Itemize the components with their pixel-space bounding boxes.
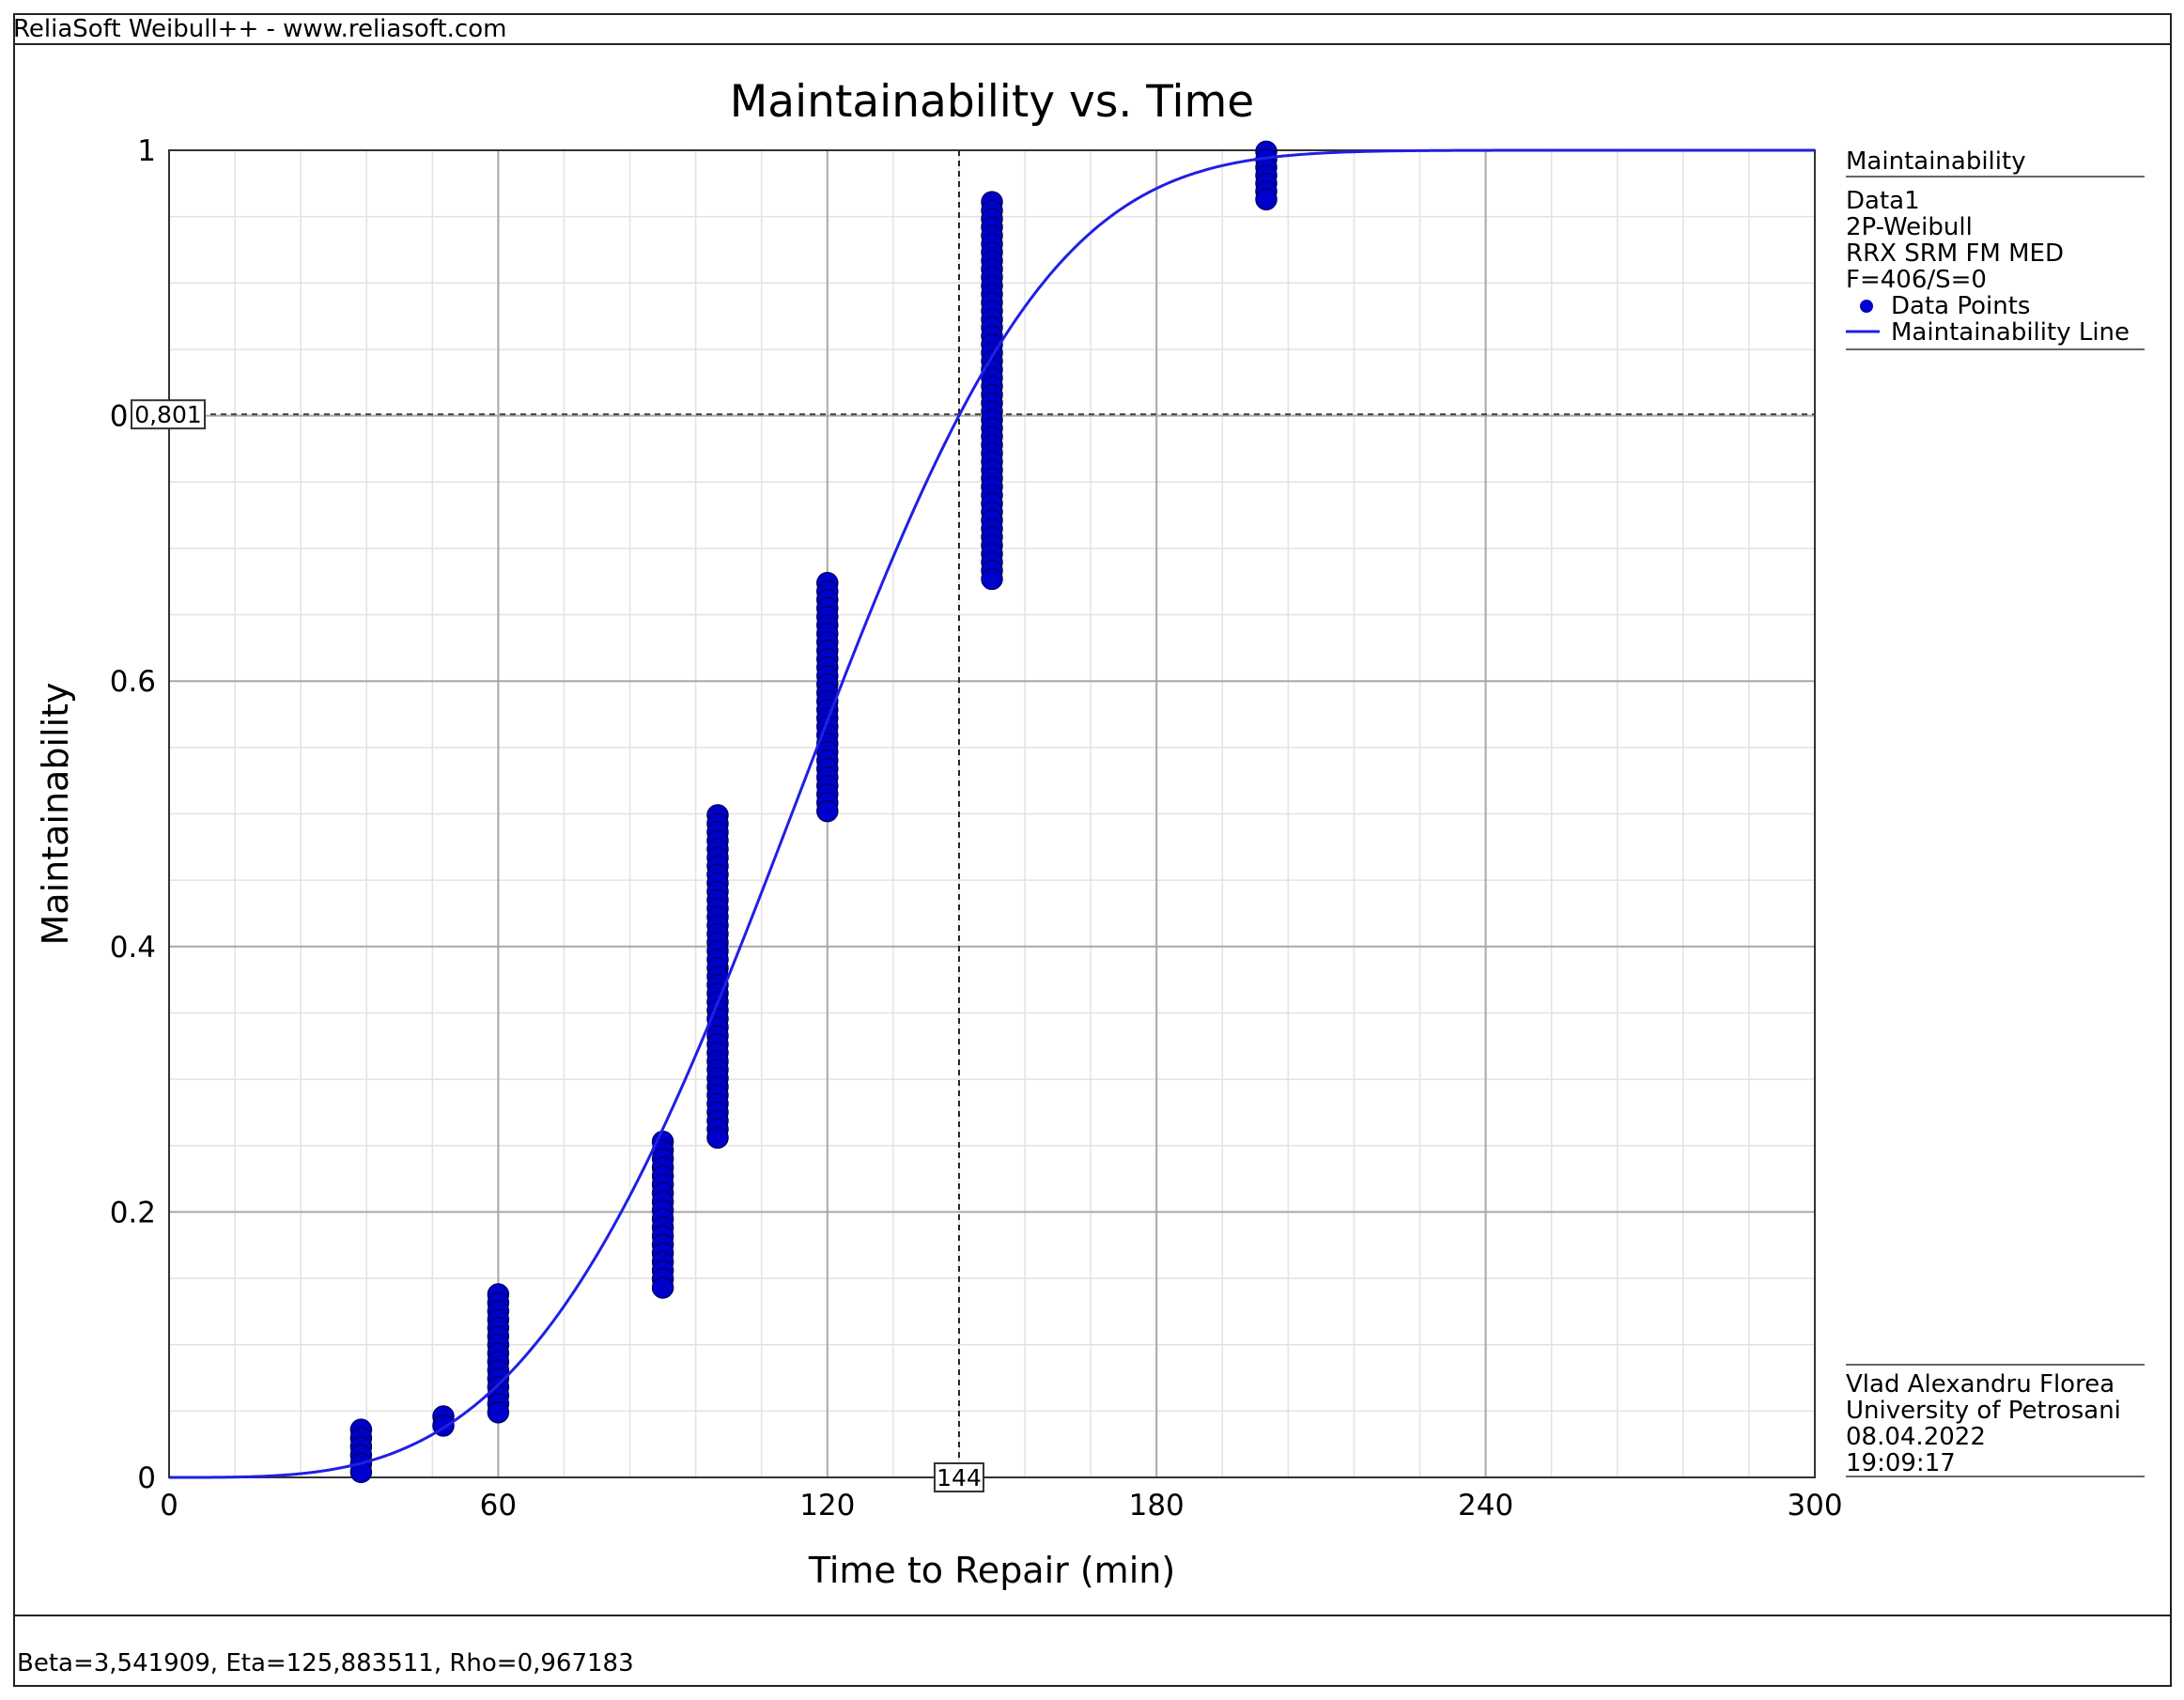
data-point — [816, 799, 839, 823]
author-university: University of Petrosani — [1846, 1397, 2121, 1425]
report-date: 08.04.2022 — [1846, 1423, 1986, 1451]
legend-line: F=406/S=0 — [1846, 266, 1987, 294]
parameters-status: Beta=3,541909, Eta=125,883511, Rho=0,967… — [17, 1649, 634, 1677]
legend-header: Maintainability — [1846, 147, 2026, 176]
window-title: ReliaSoft Weibull++ - www.reliasoft.com — [13, 15, 507, 43]
legend: Maintainability Data1 2P-Weibull RRX SRM… — [1846, 147, 2145, 350]
y-tick-label: 0 — [137, 1461, 156, 1495]
y-tick-label: 1 — [137, 134, 156, 168]
y-axis-label: Maintainability — [35, 682, 76, 945]
crosshair-y-readout[interactable]: 0,801 — [131, 399, 206, 430]
y-tick-label: 0.4 — [110, 931, 156, 965]
title-divider — [13, 43, 2172, 45]
report-time: 19:09:17 — [1846, 1449, 1956, 1477]
crosshair-y-value: 0,801 — [134, 401, 202, 428]
legend-data-points-swatch — [1860, 300, 1873, 313]
y-tick-label: 0.2 — [110, 1196, 156, 1229]
author-info: Vlad Alexandru Florea University of Petr… — [1846, 1364, 2145, 1477]
data-point — [349, 1460, 373, 1484]
author-name: Vlad Alexandru Florea — [1846, 1370, 2114, 1399]
legend-line: Data1 — [1846, 187, 1920, 215]
x-tick-label: 60 — [480, 1489, 517, 1522]
legend-line: 2P-Weibull — [1846, 213, 1973, 241]
crosshair-y-readout-box — [131, 399, 206, 430]
x-tick-label: 120 — [799, 1489, 855, 1522]
x-tick-label: 240 — [1458, 1489, 1513, 1522]
data-point — [706, 1126, 729, 1150]
data-point — [487, 1401, 510, 1424]
data-point — [981, 567, 1003, 591]
plot-area-border — [168, 149, 1816, 1478]
legend-item-maintainability-line: Maintainability Line — [1891, 318, 2130, 347]
x-tick-label: 0 — [160, 1489, 178, 1522]
x-tick-label: 180 — [1129, 1489, 1185, 1522]
x-tick-label: 300 — [1787, 1489, 1842, 1522]
legend-item-data-points: Data Points — [1891, 292, 2030, 320]
data-point — [1255, 188, 1278, 211]
x-axis-label: Time to Repair (min) — [808, 1550, 1175, 1591]
status-bar-divider — [13, 1615, 2172, 1616]
plot-window-frame — [13, 13, 2172, 1687]
legend-line: RRX SRM FM MED — [1846, 240, 2064, 268]
crosshair-x-value: 144 — [937, 1464, 982, 1491]
y-tick-label: 0.6 — [110, 665, 156, 699]
data-points-layer — [349, 140, 1278, 1484]
data-point — [651, 1276, 674, 1299]
crosshair-x-readout-box — [933, 1462, 984, 1492]
crosshair-x-readout[interactable]: 144 — [933, 1462, 984, 1492]
chart-title: Maintainability vs. Time — [730, 76, 1254, 128]
maintainability-line — [169, 148, 1815, 1479]
